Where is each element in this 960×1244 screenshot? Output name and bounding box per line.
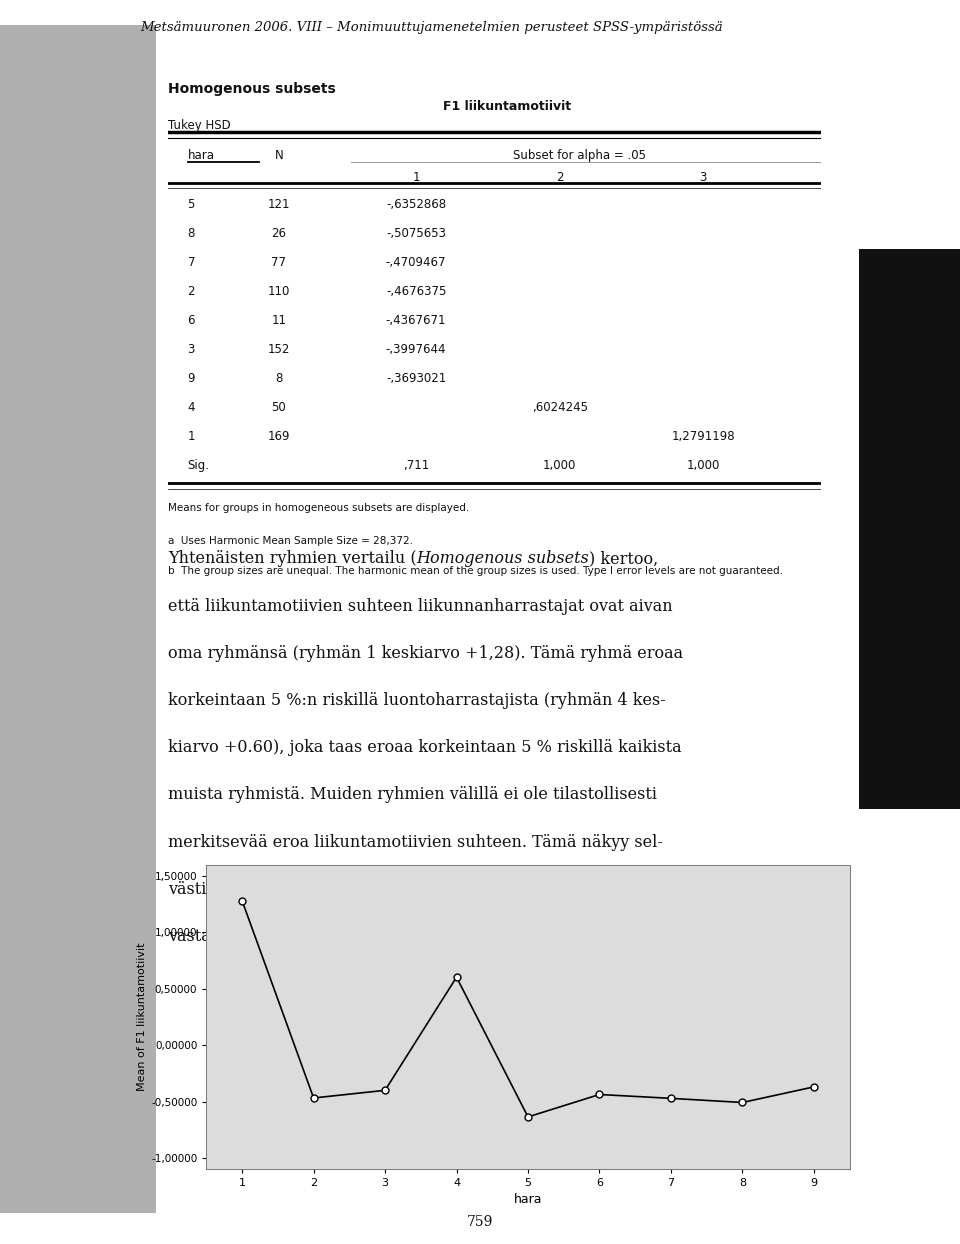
Text: ,711: ,711 <box>403 459 429 471</box>
Text: Homogenous subsets: Homogenous subsets <box>417 550 589 567</box>
Text: 1: 1 <box>187 429 195 443</box>
Text: 9: 9 <box>187 372 195 384</box>
Text: 3: 3 <box>187 343 195 356</box>
Text: ista eli keskiarvoja kuvaa-: ista eli keskiarvoja kuvaa- <box>442 881 653 898</box>
Text: että liikuntamotiivien suhteen liikunnanharrastajat ovat aivan: että liikuntamotiivien suhteen liikunnan… <box>168 597 673 615</box>
Text: K: K <box>901 429 918 449</box>
Text: muista ryhmistä. Muiden ryhmien välillä ei ole tilastollisesti: muista ryhmistä. Muiden ryhmien välillä … <box>168 786 657 804</box>
Text: L: L <box>903 284 916 304</box>
Text: 8: 8 <box>276 372 282 384</box>
Text: -,3693021: -,3693021 <box>386 372 446 384</box>
Text: ,6024245: ,6024245 <box>532 401 588 414</box>
Text: Means plot: Means plot <box>351 881 442 898</box>
Text: VIII: VIII <box>893 648 926 667</box>
Text: 2: 2 <box>187 285 195 299</box>
Text: oma ryhmänsä (ryhmän 1 keskiarvo +1,28). Tämä ryhmä eroaa: oma ryhmänsä (ryhmän 1 keskiarvo +1,28).… <box>168 644 684 662</box>
Text: 110: 110 <box>268 285 290 299</box>
Text: -,6352868: -,6352868 <box>386 198 446 211</box>
Text: 6: 6 <box>187 313 195 327</box>
Text: 3: 3 <box>700 172 707 184</box>
Text: Means for groups in homogeneous subsets are displayed.: Means for groups in homogeneous subsets … <box>168 503 469 513</box>
Text: b  The group sizes are unequal. The harmonic mean of the group sizes is used. Ty: b The group sizes are unequal. The harmo… <box>168 566 783 576</box>
Text: 1: 1 <box>412 172 420 184</box>
Text: -,3997644: -,3997644 <box>386 343 446 356</box>
Y-axis label: Mean of F1 liikuntamotiivit: Mean of F1 liikuntamotiivit <box>137 943 147 1091</box>
Text: Subset for alpha = .05: Subset for alpha = .05 <box>513 149 646 162</box>
Text: 5: 5 <box>187 198 195 211</box>
Text: U: U <box>901 356 918 377</box>
Text: U: U <box>901 501 918 522</box>
Text: N: N <box>275 149 283 162</box>
Text: ) kertoo,: ) kertoo, <box>589 550 659 567</box>
Text: Metsämuuronen 2006. VIII – Monimuuttujamenetelmien perusteet SPSS-ympäristössä: Metsämuuronen 2006. VIII – Monimuuttujam… <box>141 21 723 35</box>
Text: Tukey HSD: Tukey HSD <box>168 119 230 132</box>
Text: 7: 7 <box>187 256 195 269</box>
Text: 169: 169 <box>268 429 290 443</box>
Text: västi myös pyydetystä: västi myös pyydetystä <box>168 881 351 898</box>
Text: Yhtenäisten ryhmien vertailu (: Yhtenäisten ryhmien vertailu ( <box>168 550 417 567</box>
Text: 152: 152 <box>268 343 290 356</box>
Text: 1,000: 1,000 <box>686 459 720 471</box>
Text: 121: 121 <box>268 198 290 211</box>
Text: -,4367671: -,4367671 <box>386 313 446 327</box>
Text: 50: 50 <box>272 401 286 414</box>
Text: 1,2791198: 1,2791198 <box>671 429 735 443</box>
Text: 77: 77 <box>272 256 286 269</box>
Text: vasta graafista:: vasta graafista: <box>168 928 294 945</box>
Text: -,5075653: -,5075653 <box>386 228 446 240</box>
Text: Sig.: Sig. <box>187 459 209 471</box>
X-axis label: hara: hara <box>514 1193 542 1205</box>
Text: F1 liikuntamotiivit: F1 liikuntamotiivit <box>444 101 571 113</box>
Text: korkeintaan 5 %:n riskillä luontoharrastajista (ryhmän 4 kes-: korkeintaan 5 %:n riskillä luontoharrast… <box>168 692 665 709</box>
Text: a  Uses Harmonic Mean Sample Size = 28,372.: a Uses Harmonic Mean Sample Size = 28,37… <box>168 536 413 546</box>
Text: 2: 2 <box>556 172 564 184</box>
Text: 4: 4 <box>187 401 195 414</box>
Text: -,4676375: -,4676375 <box>386 285 446 299</box>
Text: Homogenous subsets: Homogenous subsets <box>168 82 336 96</box>
Text: merkitsevää eroa liikuntamotiivien suhteen. Tämä näkyy sel-: merkitsevää eroa liikuntamotiivien suhte… <box>168 833 662 851</box>
Text: 8: 8 <box>187 228 195 240</box>
Text: -,4709467: -,4709467 <box>386 256 446 269</box>
Text: 1,000: 1,000 <box>543 459 576 471</box>
Text: hara: hara <box>187 149 215 162</box>
Text: 759: 759 <box>467 1215 493 1229</box>
Text: 11: 11 <box>272 313 286 327</box>
Text: 26: 26 <box>272 228 286 240</box>
Text: kiarvo +0.60), joka taas eroaa korkeintaan 5 % riskillä kaikista: kiarvo +0.60), joka taas eroaa korkeinta… <box>168 739 682 756</box>
